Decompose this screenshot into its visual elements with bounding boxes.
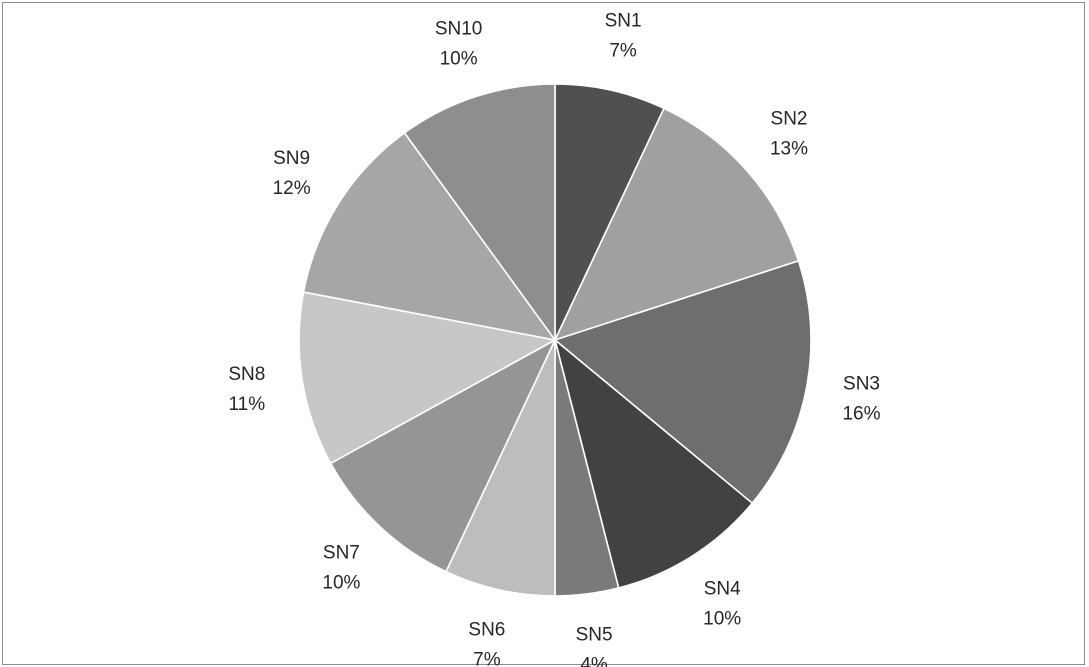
slice-percent-label: 10% <box>440 48 478 69</box>
slice-percent-label: 10% <box>322 572 360 593</box>
slice-label-sn10: SN10 10% <box>435 18 483 69</box>
slice-category-label: SN2 <box>771 109 808 130</box>
slice-percent-label: 4% <box>580 655 608 667</box>
pie-labels: SN1 7%SN2 13%SN3 16%SN4 10%SN5 4%SN6 7%SN7 10%S… <box>228 11 880 667</box>
slice-category-label: SN3 <box>843 374 880 395</box>
slice-percent-label: 16% <box>842 404 880 425</box>
slice-label-sn1: SN1 7% <box>605 11 642 62</box>
slice-label-sn6: SN6 7% <box>468 620 505 667</box>
slice-label-sn7: SN7 10% <box>322 542 360 593</box>
slice-label-sn3: SN3 16% <box>842 374 880 425</box>
slice-category-label: SN5 <box>576 625 613 646</box>
slice-category-label: SN6 <box>468 620 505 641</box>
pie-slice-sn9 <box>302 131 557 342</box>
pie-slice-sn8 <box>298 291 558 465</box>
slice-category-label: SN1 <box>605 11 642 32</box>
pie-slice-sn4 <box>553 337 754 589</box>
slice-label-sn8: SN8 11% <box>228 364 265 415</box>
slice-percent-label: 11% <box>228 394 265 415</box>
pie-slice-sn2 <box>553 107 800 342</box>
slice-percent-label: 13% <box>770 139 808 160</box>
slice-percent-label: 10% <box>703 608 741 629</box>
pie-slice-sn6 <box>444 339 556 597</box>
slice-label-sn5: SN5 4% <box>576 625 613 667</box>
slice-category-label: SN9 <box>273 148 310 169</box>
pie-slice-sn1 <box>554 83 666 341</box>
pie-slice-sn10 <box>403 83 556 343</box>
slice-category-label: SN10 <box>435 18 483 39</box>
pie-slice-sn7 <box>329 338 557 573</box>
slice-category-label: SN8 <box>228 364 265 385</box>
pie-slices <box>298 83 812 597</box>
slice-label-sn4: SN4 10% <box>703 578 741 629</box>
slice-label-sn2: SN2 13% <box>770 109 808 160</box>
slice-category-label: SN4 <box>704 578 741 599</box>
slice-percent-label: 7% <box>609 41 637 62</box>
slice-percent-label: 12% <box>273 178 311 199</box>
pie-slice-sn3 <box>553 259 812 505</box>
slice-label-sn9: SN9 12% <box>273 148 311 199</box>
slice-category-label: SN7 <box>323 542 360 563</box>
slice-percent-label: 7% <box>473 650 501 667</box>
